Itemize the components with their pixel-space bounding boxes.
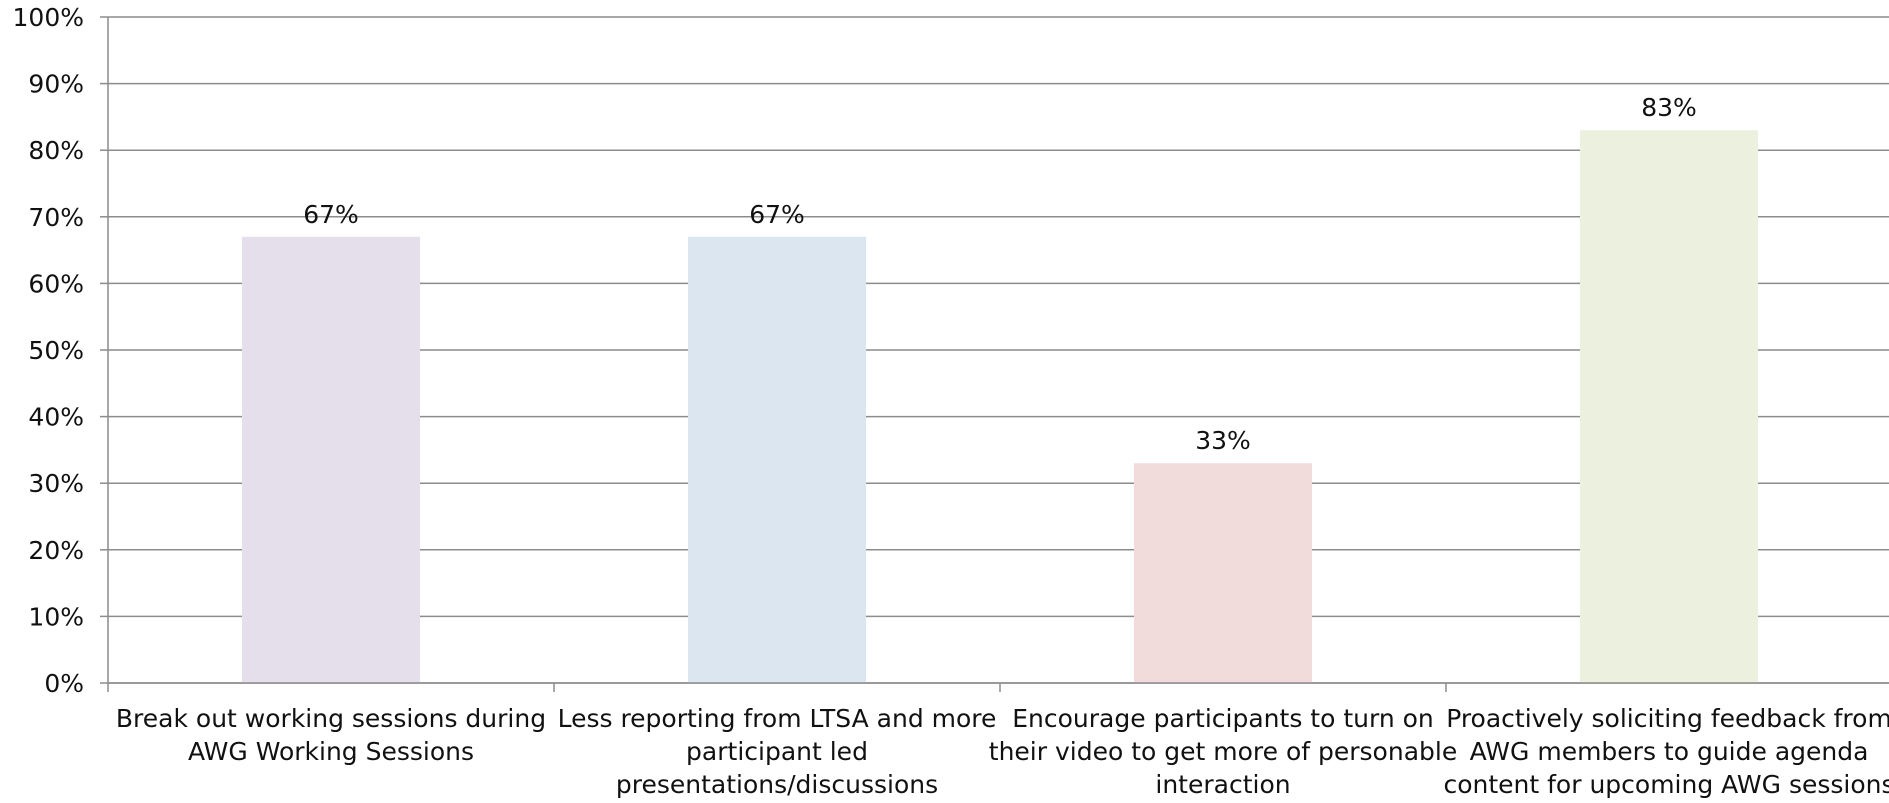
data-label: 33% <box>1195 426 1251 455</box>
data-label: 67% <box>303 200 359 229</box>
bar <box>1580 130 1758 684</box>
x-category-label: Encourage participants to turn on <box>1012 704 1434 733</box>
y-tick-label: 50% <box>28 336 84 365</box>
x-category-label: AWG Working Sessions <box>188 737 474 766</box>
x-category-label: AWG members to guide agenda <box>1470 737 1869 766</box>
x-category-label: Proactively soliciting feedback from <box>1446 704 1889 733</box>
x-category-label: Break out working sessions during <box>116 704 546 733</box>
y-tick-label: 0% <box>44 669 84 698</box>
y-tick-label: 70% <box>28 203 84 232</box>
bar <box>688 236 866 683</box>
y-tick-label: 10% <box>28 602 84 631</box>
bars <box>242 130 1758 684</box>
bar <box>1134 463 1312 683</box>
x-category-label: their video to get more of personable <box>989 737 1457 766</box>
axes <box>100 16 1889 692</box>
y-tick-label: 60% <box>28 269 84 298</box>
y-tick-label: 20% <box>28 536 84 565</box>
data-label: 83% <box>1641 93 1697 122</box>
x-category-label: presentations/discussions <box>616 770 938 798</box>
y-tick-label: 100% <box>13 3 84 32</box>
x-category-label: Less reporting from LTSA and more <box>558 704 997 733</box>
y-tick-label: 90% <box>28 70 84 99</box>
y-tick-label: 40% <box>28 403 84 432</box>
bar <box>242 236 420 683</box>
x-category-label: interaction <box>1155 770 1290 798</box>
data-label: 67% <box>749 200 805 229</box>
x-category-label: participant led <box>686 737 868 766</box>
labels: 0% 10% 20% 30% 40% 50% 60% 70% 80% 90% 100% 67% Brea… <box>13 3 1889 799</box>
x-category-label: content for upcoming AWG sessions <box>1443 770 1889 798</box>
y-tick-label: 30% <box>28 469 84 498</box>
y-tick-label: 80% <box>28 136 84 165</box>
